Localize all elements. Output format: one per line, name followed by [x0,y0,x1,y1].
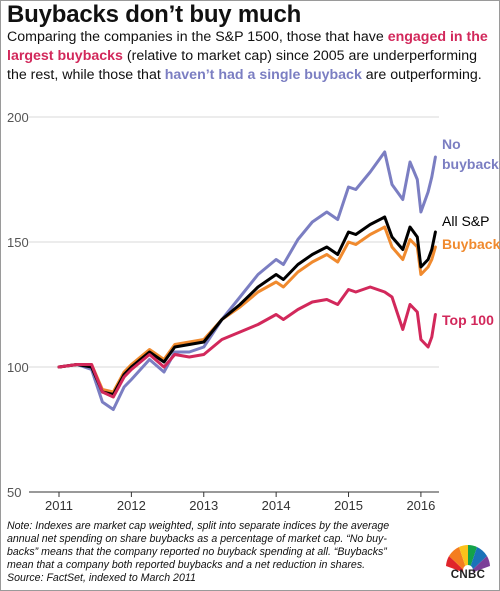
footnote-source: Source: FactSet, indexed to March 2011 [7,572,196,585]
series-line-buybacks [57,225,437,394]
series-line-top-100 [57,285,437,399]
grid-layer: 200 150 100 50 2011 2012 2013 2014 2015 2016 [7,110,439,513]
label-layer: No buybacks All S&P Buybacks Top 100 [442,136,500,328]
footnote-line: annual net spending on share buybacks as… [7,533,387,546]
end-label-top-100: Top 100 [442,312,494,328]
x-tick-label: 2014 [262,498,291,513]
chart-subtitle: Comparing the companies in the S&P 1500,… [7,28,495,85]
end-label-all-sp: All S&P [442,213,489,229]
x-tick-label: 2015 [334,498,363,513]
series-layer [57,150,437,411]
chart-title: Buybacks don’t buy much [7,1,302,28]
series-line-all-s-p [57,215,437,396]
x-tick-label: 2013 [189,498,218,513]
end-label-no-buybacks: No [442,136,461,152]
subtitle-highlight-largest-buybacks: engaged in the largest buybacks [7,29,488,64]
y-tick-label: 50 [7,485,21,500]
end-label-no-buybacks: buybacks [442,156,500,172]
y-tick-label: 150 [7,235,29,250]
x-tick-label: 2012 [117,498,146,513]
line-chart: 200 150 100 50 2011 2012 2013 2014 2015 2016 No bu… [7,110,500,513]
subtitle-text-1: Comparing the companies in the S&P 1500,… [7,29,388,45]
subtitle-text-2: (relative to market cap) since 2005 are … [7,48,477,83]
footnote: Note: Indexes are market cap weighted, s… [7,520,427,585]
series-line-no-buybacks [57,150,437,411]
footnote-line: Note: Indexes are market cap weighted, s… [7,520,390,532]
footnote-line: backs” means that the company reported n… [7,546,387,559]
end-label-buybacks: Buybacks [442,236,500,252]
peacock-logo-icon [446,545,490,575]
y-tick-label: 200 [7,110,29,125]
subtitle-highlight-no-buyback: haven’t had a single buyback [164,67,362,83]
x-tick-label: 2011 [45,498,73,513]
footnote-line: mean that a company both reported buybac… [7,559,366,572]
x-tick-label: 2016 [406,498,435,513]
y-tick-label: 100 [7,360,29,375]
logo-text: CNBC [450,569,486,581]
subtitle-text-3: are outperforming. [361,67,482,83]
